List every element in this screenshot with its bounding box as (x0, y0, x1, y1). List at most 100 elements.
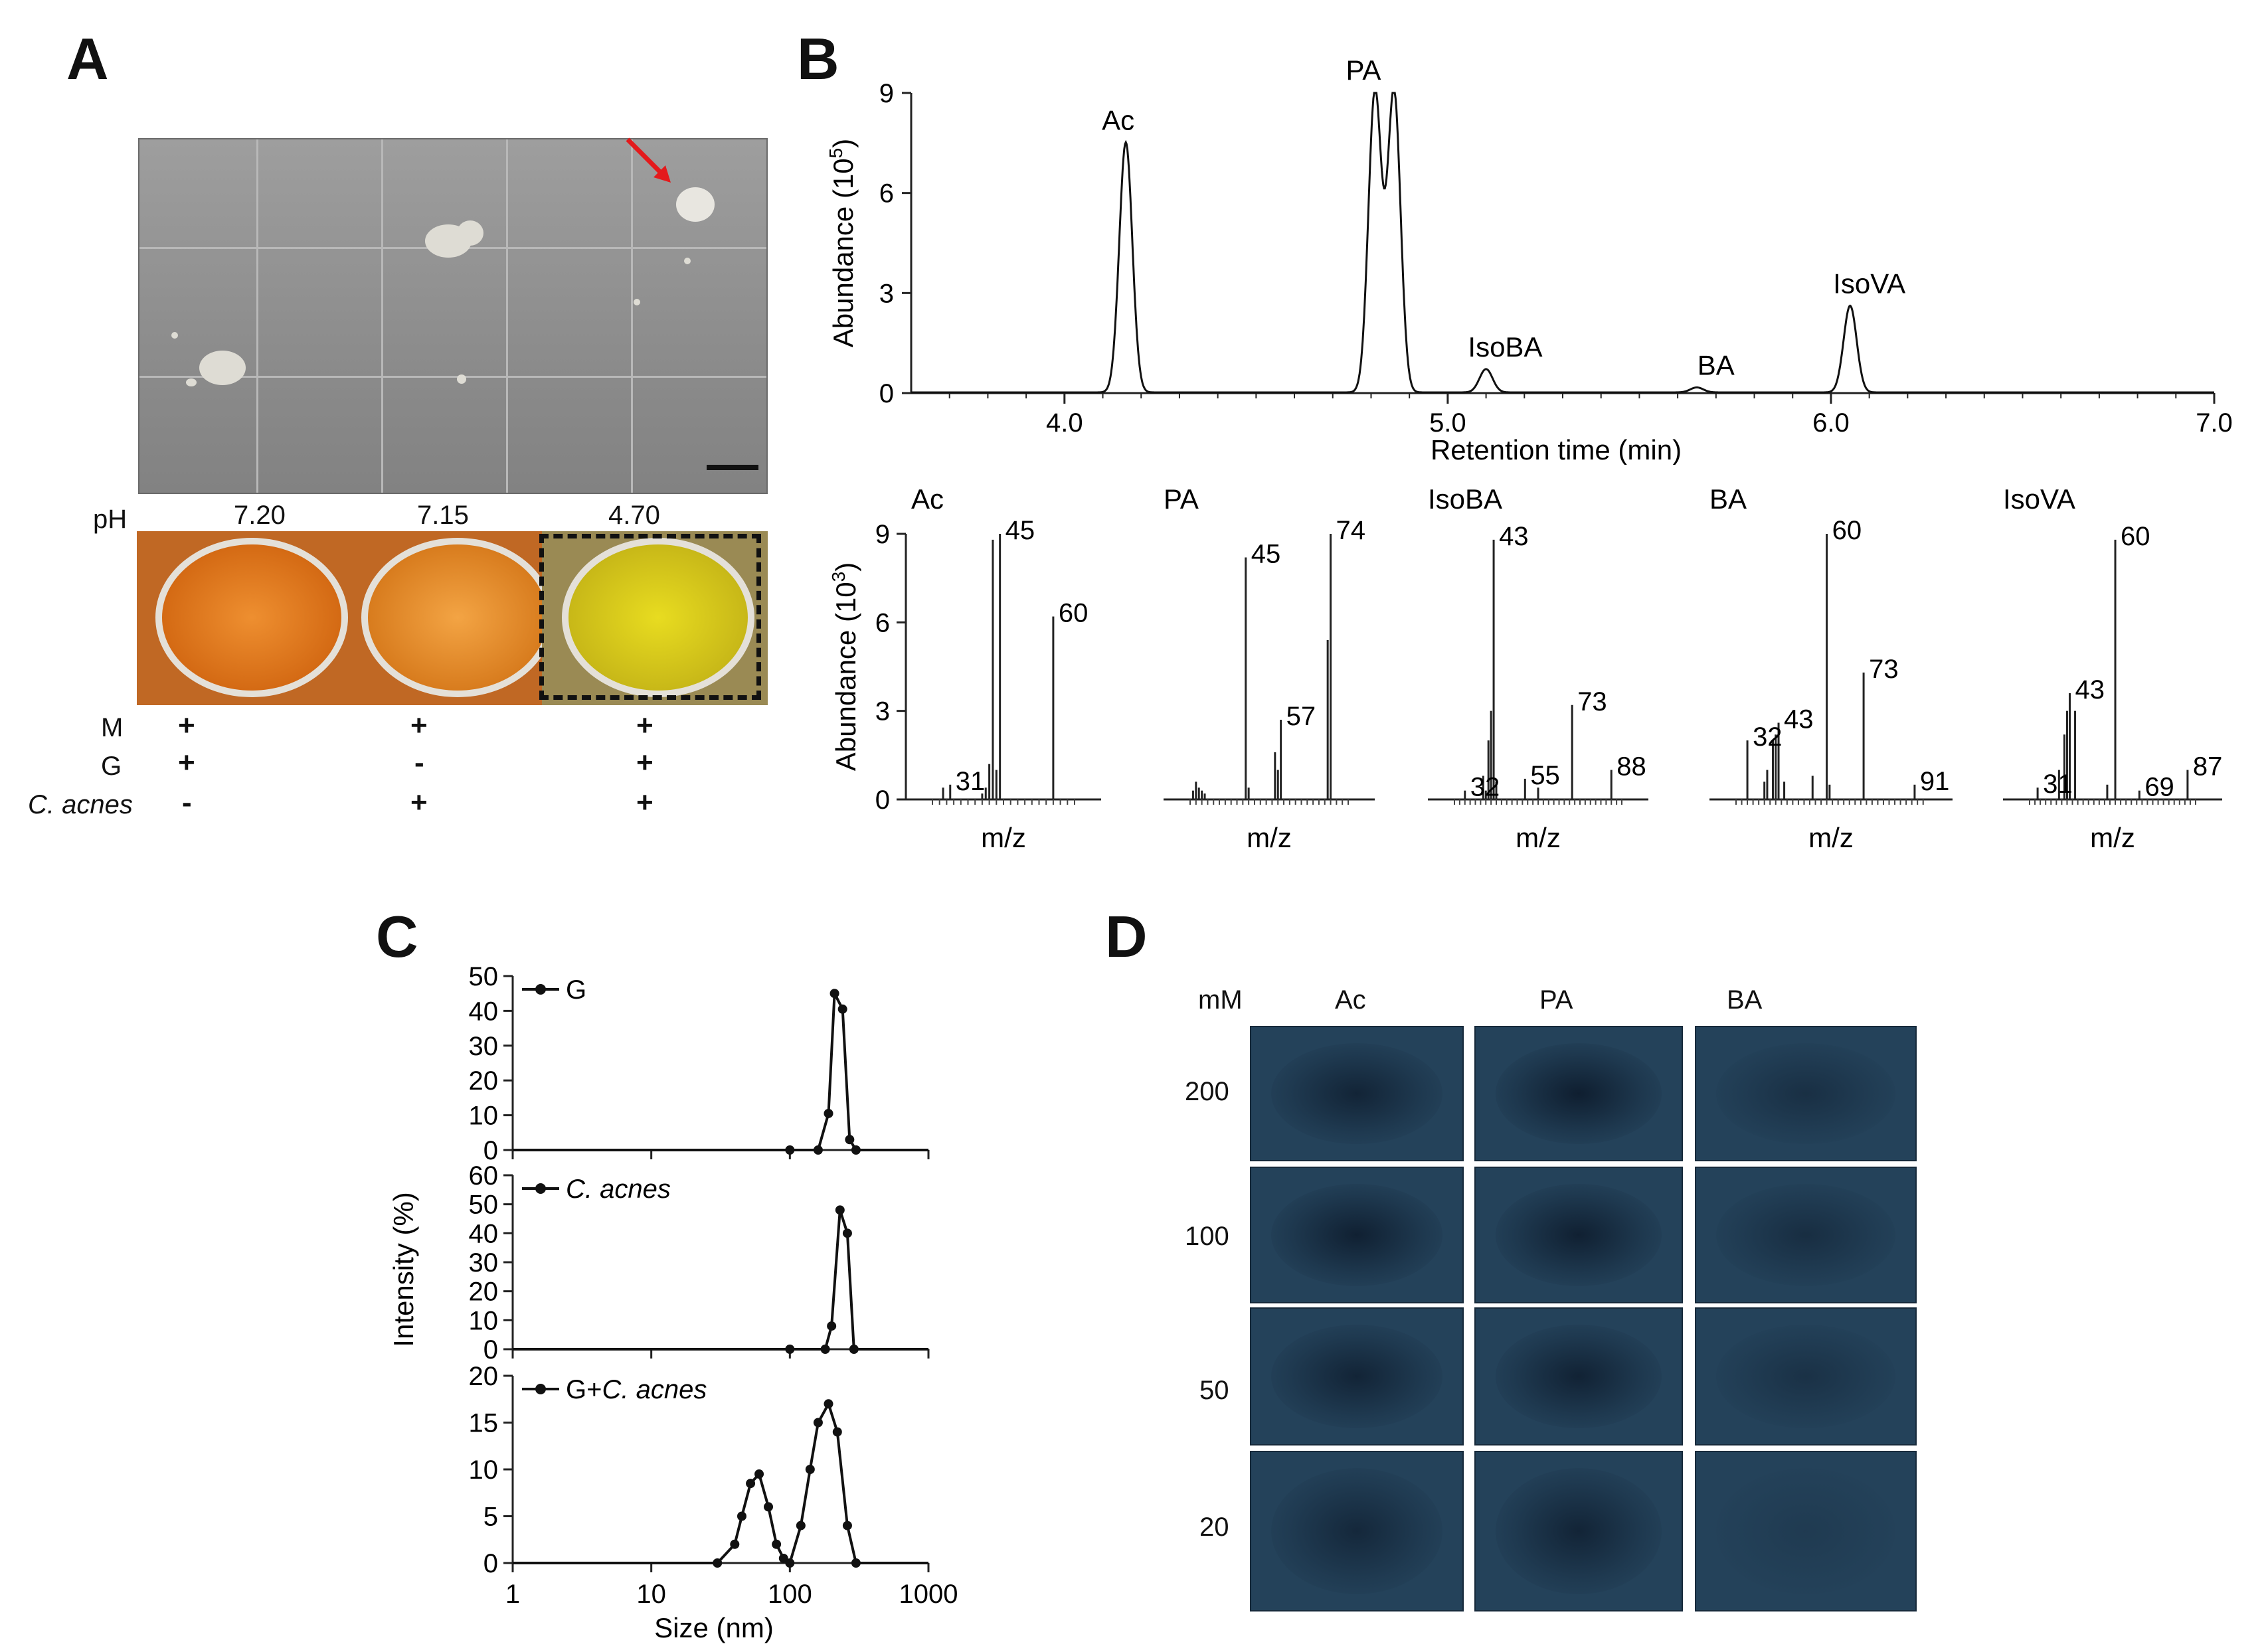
peak-label-ba: BA (1698, 349, 1735, 380)
peak-label-ac: Ac (1102, 104, 1134, 135)
c-legend-marker (535, 1183, 546, 1194)
c-y-tick-label: 50 (469, 962, 499, 991)
c-series-line (513, 1400, 928, 1566)
inhibition-zone (1271, 1184, 1442, 1286)
spectrum-x-axis-title: m/z (981, 822, 1026, 853)
panel-b-letter: B (797, 26, 839, 92)
spectrum-peak-label: 60 (1832, 516, 1862, 545)
spectrum-peak-label: 31 (2043, 770, 2073, 799)
row-label-g: G (101, 752, 122, 781)
c-series-point (832, 1427, 842, 1437)
c-series-point (737, 1511, 746, 1521)
spectrum-title-ac: Ac (911, 483, 944, 515)
peak-label-isoba: IsoBA (1468, 331, 1542, 363)
c-series-point (820, 1345, 830, 1354)
x-tick-label: 6.0 (1812, 408, 1850, 438)
spectrum-peak-label: 43 (1499, 522, 1529, 551)
inhibition-zone (1716, 1043, 1895, 1144)
c-series-point (785, 1345, 795, 1354)
c-series-point (730, 1539, 740, 1549)
c-legend-marker (535, 1384, 546, 1394)
scale-bar (707, 465, 758, 470)
c-series-point (805, 1465, 815, 1474)
row-label-50: 50 (1199, 1376, 1229, 1405)
x-tick-label: 5.0 (1429, 408, 1466, 438)
ph-value-3: 4.70 (608, 501, 660, 530)
well-plate-photo (137, 531, 768, 705)
c-y-tick-label: 10 (469, 1102, 499, 1131)
inhibition-zone (1496, 1043, 1662, 1144)
y-tick-label: 0 (879, 379, 894, 408)
sign-g-2: - (414, 746, 424, 779)
spectrum-peak-label: 45 (1251, 540, 1281, 569)
spectrum-title-pa: PA (1164, 483, 1199, 515)
well-orange-2 (361, 538, 554, 697)
c-series-point (813, 1418, 823, 1428)
dish-tile (1250, 1451, 1464, 1611)
spectrum-peak-label: 88 (1616, 752, 1646, 782)
chromatogram-trace (911, 92, 2214, 394)
c-series-point (851, 1558, 861, 1568)
c-series-point (849, 1345, 859, 1354)
inhibition-zone (1271, 1468, 1442, 1594)
spectra-y-axis-title: Abundance (103) (828, 562, 861, 771)
c-x-tick-label: 100 (768, 1580, 812, 1609)
c-series-point (827, 1321, 837, 1331)
c-series-point (764, 1502, 774, 1512)
inhibition-zone (1496, 1325, 1662, 1428)
dish-tile (1695, 1026, 1917, 1161)
c-x-tick-label: 1000 (899, 1580, 958, 1609)
inhibition-zone (1271, 1325, 1442, 1428)
spectrum-peak-label: 55 (1530, 761, 1560, 790)
c-series-line (513, 1209, 928, 1351)
c-x-tick-label: 10 (636, 1580, 666, 1609)
c-y-tick-label: 20 (469, 1066, 499, 1096)
row-label-200: 200 (1185, 1077, 1229, 1106)
c-series-point (842, 1228, 852, 1238)
c-series-point (837, 1004, 847, 1014)
spectrum-title-isova: IsoVA (2003, 483, 2075, 515)
spectrum-peak-label: 73 (1577, 687, 1607, 716)
sign-m-3: + (636, 709, 654, 742)
highlight-box (539, 534, 761, 700)
c-x-tick-label: 1 (505, 1580, 520, 1609)
spectrum-title-ba: BA (1709, 483, 1747, 515)
c-legend-marker (535, 984, 546, 995)
dish-tile (1474, 1451, 1683, 1611)
c-series-point (713, 1558, 723, 1568)
row-label-20: 20 (1199, 1513, 1229, 1542)
c-legend-label: G (566, 975, 586, 1005)
c-y-tick-label: 20 (469, 1362, 499, 1391)
c-series-line (513, 988, 928, 1151)
spectrum-peak-label: 69 (2144, 773, 2174, 802)
dish-tile (1695, 1167, 1917, 1303)
spectrum-peak-label: 74 (1336, 516, 1366, 545)
panel-d-letter: D (1105, 904, 1148, 969)
inhibition-zone (1271, 1043, 1442, 1144)
dish-tile (1474, 1307, 1683, 1445)
x-tick-label: 7.0 (2196, 408, 2233, 438)
y-tick-label: 9 (879, 79, 894, 108)
c-series-point (842, 1521, 852, 1530)
inhibition-zone (1716, 1325, 1895, 1428)
c-y-tick-label: 30 (469, 1248, 499, 1278)
c-y-tick-label: 40 (469, 1219, 499, 1248)
c-y-axis-title: Intensity (%) (388, 1192, 419, 1347)
dish-tile (1695, 1307, 1917, 1445)
spectra-y-tick-label: 9 (875, 520, 890, 549)
inhibition-zone-photo (1250, 1026, 1917, 1611)
c-y-tick-label: 30 (469, 1032, 499, 1061)
panel-a-letter: A (66, 26, 109, 92)
spectrum-peak-label: 32 (1470, 773, 1500, 802)
spectrum-peak-label: 32 (1753, 722, 1783, 752)
sign-c-1: - (182, 786, 192, 819)
x-axis-title: Retention time (min) (1431, 434, 1682, 465)
inhibition-zone (1716, 1184, 1895, 1286)
c-y-tick-label: 15 (469, 1409, 499, 1438)
spectra-y-tick-label: 6 (875, 608, 890, 637)
inhibition-zone (1496, 1184, 1662, 1286)
x-tick-label: 4.0 (1046, 408, 1083, 438)
spectrum-peak-label: 43 (1784, 704, 1814, 734)
